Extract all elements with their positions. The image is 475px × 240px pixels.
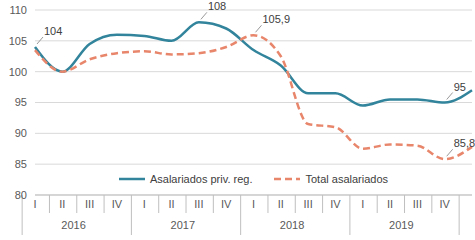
- svg-text:III: III: [413, 198, 422, 210]
- svg-text:II: II: [59, 198, 65, 210]
- svg-text:95: 95: [15, 96, 27, 108]
- svg-text:95: 95: [454, 81, 466, 93]
- svg-text:I: I: [252, 198, 255, 210]
- svg-text:II: II: [387, 198, 393, 210]
- svg-text:II: II: [169, 198, 175, 210]
- svg-text:IV: IV: [330, 198, 341, 210]
- svg-text:I: I: [361, 198, 364, 210]
- svg-text:85,8: 85,8: [454, 137, 467, 149]
- svg-text:2017: 2017: [171, 219, 195, 231]
- svg-text:III: III: [194, 198, 203, 210]
- svg-text:110: 110: [9, 4, 27, 16]
- svg-text:IV: IV: [112, 198, 123, 210]
- svg-text:2019: 2019: [389, 219, 413, 231]
- svg-text:85: 85: [15, 158, 27, 170]
- html-text:Asalariados priv. reg.: Asalariados priv. reg.: [150, 173, 253, 185]
- svg-text:IV: IV: [221, 198, 232, 210]
- svg-text:III: III: [85, 198, 94, 210]
- svg-text:80: 80: [15, 189, 27, 201]
- svg-text:III: III: [304, 198, 313, 210]
- svg-text:II: II: [278, 198, 284, 210]
- svg-text:108: 108: [208, 0, 226, 12]
- svg-text:2018: 2018: [280, 219, 304, 231]
- svg-text:105,9: 105,9: [263, 13, 291, 25]
- svg-text:105: 105: [9, 35, 27, 47]
- svg-text:104: 104: [44, 25, 62, 37]
- svg-text:IV: IV: [439, 198, 450, 210]
- svg-text:2016: 2016: [61, 219, 85, 231]
- svg-text:100: 100: [9, 66, 27, 78]
- svg-text:90: 90: [15, 127, 27, 139]
- svg-text:I: I: [33, 198, 36, 210]
- svg-text:I: I: [143, 198, 146, 210]
- html-text:Total asalariados: Total asalariados: [305, 173, 388, 185]
